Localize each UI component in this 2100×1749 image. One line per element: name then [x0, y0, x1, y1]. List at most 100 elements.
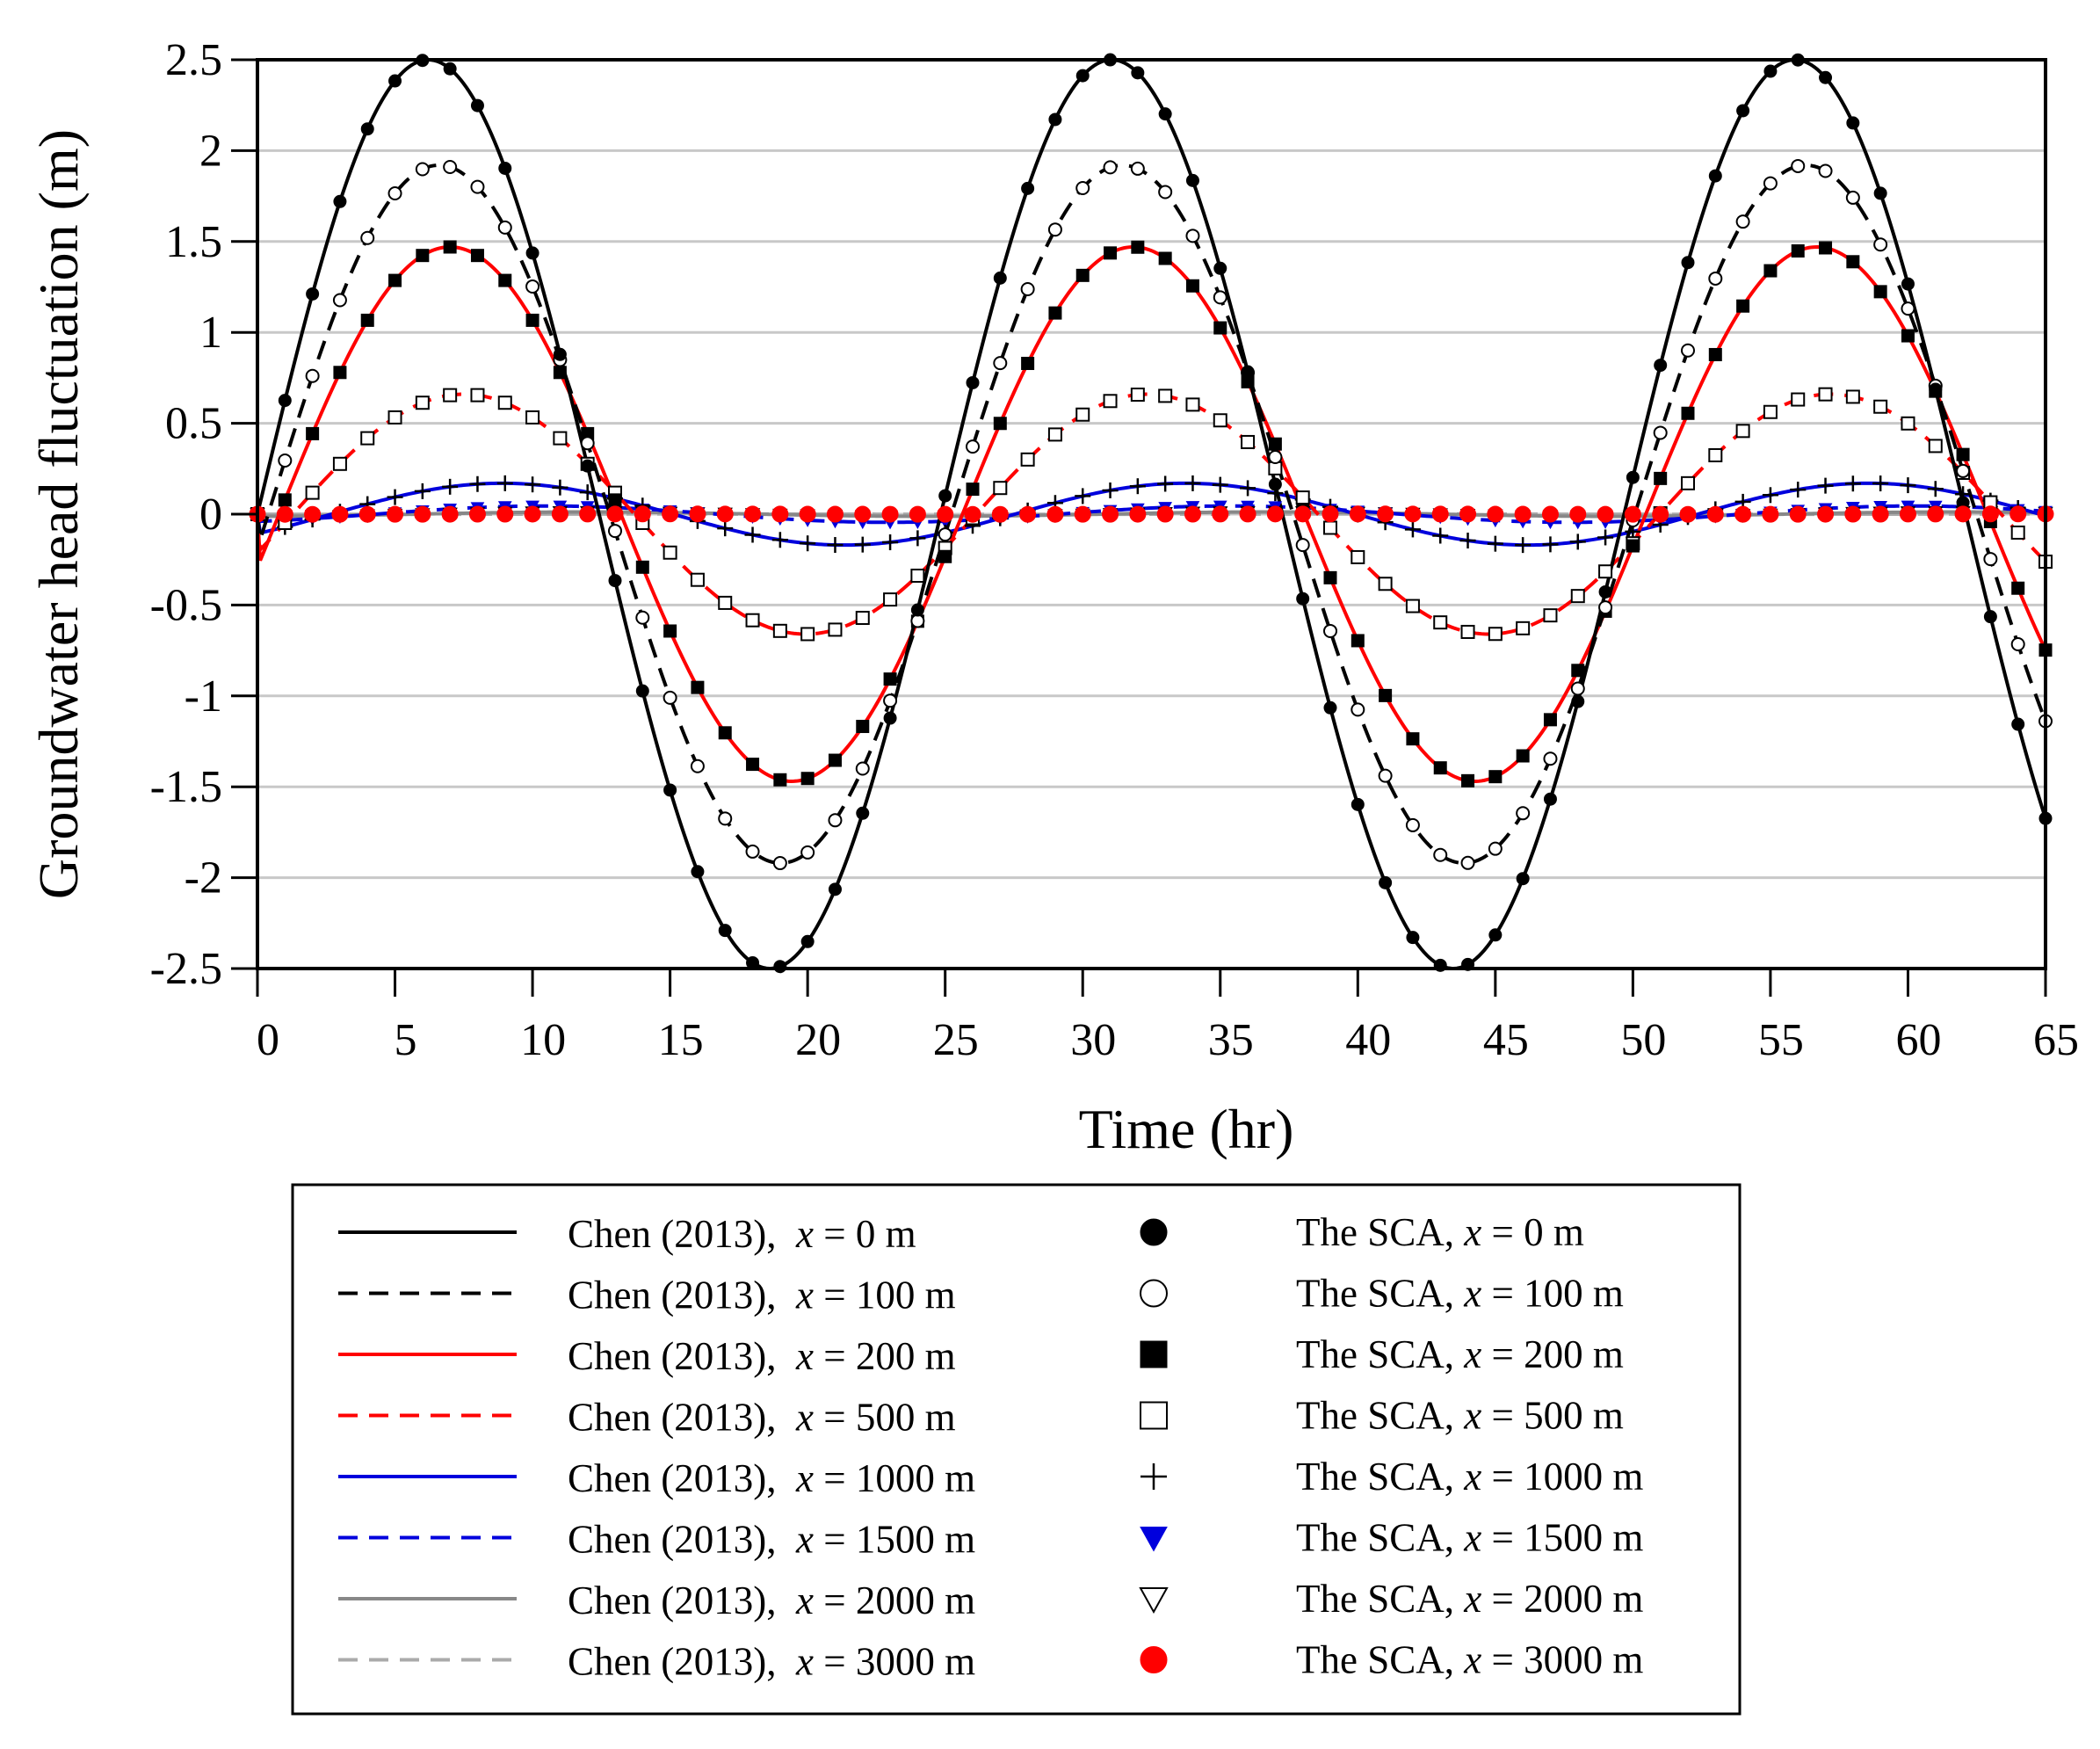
sca-marker-x500: [883, 592, 898, 607]
sca-marker-x0: [663, 783, 677, 797]
sca-marker-x0: [1268, 477, 1282, 491]
sca-marker-x3000: [854, 505, 872, 523]
sca-marker-x0: [1983, 610, 1997, 624]
y-tick-label: 0: [199, 490, 222, 540]
sca-marker-x500: [415, 396, 430, 410]
sca-marker-x0: [910, 603, 924, 617]
sca-marker-x200: [608, 493, 622, 507]
sca-marker-x0: [388, 74, 402, 88]
sca-marker-x0: [1929, 382, 1943, 396]
sca-marker-x3000: [1431, 505, 1449, 523]
sca-marker-x500: [910, 569, 925, 584]
sca-marker-x200: [1131, 240, 1145, 254]
x-tick-label: 30: [1070, 1015, 1116, 1065]
sca-marker-x0: [360, 122, 374, 136]
sca-marker-x100: [1763, 176, 1778, 191]
sca-marker-x200: [1516, 749, 1530, 763]
sca-marker-x500: [1433, 615, 1448, 630]
sca-marker-x1000: [1927, 481, 1944, 497]
sca-marker-x500: [663, 545, 677, 560]
sca-marker-x100: [1185, 229, 1200, 243]
sca-marker-x1000: [1817, 477, 1834, 494]
sca-marker-x100: [1351, 702, 1365, 717]
sca-marker-x3000: [358, 505, 376, 523]
x-tick-label: 35: [1208, 1015, 1254, 1065]
sca-marker-x500: [525, 410, 540, 425]
sca-marker-x1000: [1487, 535, 1503, 552]
sca-marker-x100: [1213, 290, 1227, 305]
sca-marker-x3000: [1762, 505, 1779, 523]
sca-marker-x1000: [414, 483, 431, 499]
sca-marker-x200: [856, 720, 870, 734]
sca-marker-x200: [1104, 246, 1118, 260]
sca-marker-x100: [635, 610, 650, 625]
legend-marker-sample: [1140, 1401, 1168, 1430]
sca-marker-x100: [1956, 463, 1971, 478]
sca-marker-x0: [470, 98, 484, 112]
sca-marker-x100: [1378, 768, 1393, 783]
sca-marker-x200: [1268, 437, 1282, 451]
sca-marker-x0: [1379, 875, 1393, 889]
sca-marker-x100: [1516, 806, 1531, 821]
x-tick-label: 25: [933, 1015, 979, 1065]
legend-marker-sample: [1140, 1340, 1168, 1368]
sca-marker-x3000: [689, 505, 706, 523]
sca-marker-x500: [443, 388, 458, 403]
sca-marker-x1000: [1597, 529, 1614, 546]
sca-marker-x1000: [469, 475, 486, 492]
sca-marker-x100: [1845, 190, 1860, 205]
sca-marker-x100: [608, 524, 622, 539]
sca-marker-x500: [497, 396, 512, 410]
sca-marker-x3000: [1184, 505, 1201, 523]
sca-marker-x200: [443, 240, 457, 254]
sca-marker-x200: [1708, 347, 1722, 361]
y-tick-label: 2.5: [165, 35, 222, 85]
sca-marker-x0: [635, 684, 649, 698]
legend-label-sca: The SCA, x = 200 m: [1296, 1332, 1624, 1376]
sca-marker-x0: [1571, 694, 1585, 708]
sca-marker-x100: [1460, 855, 1475, 870]
sca-marker-x200: [1736, 299, 1750, 313]
sca-marker-x500: [360, 431, 375, 446]
sca-marker-x100: [855, 761, 870, 776]
sca-marker-x3000: [387, 505, 404, 523]
sca-marker-x3000: [634, 505, 651, 523]
sca-marker-x3000: [881, 505, 899, 523]
sca-marker-x3000: [1597, 505, 1614, 523]
sca-marker-x0: [608, 574, 622, 588]
x-tick-label: 40: [1345, 1015, 1391, 1065]
sca-marker-x1000: [1844, 475, 1861, 492]
sca-marker-x500: [332, 456, 347, 471]
sca-marker-x100: [1020, 282, 1035, 297]
sca-marker-x1000: [1569, 533, 1586, 550]
legend-marker-sample: [1141, 1463, 1167, 1490]
sca-marker-x0: [278, 394, 292, 408]
sca-marker-x500: [800, 627, 815, 642]
sca-marker-x500: [470, 388, 485, 403]
sca-marker-x200: [1213, 321, 1227, 335]
sca-marker-x200: [278, 493, 292, 507]
sca-marker-x0: [1681, 256, 1695, 270]
sca-marker-x200: [1048, 306, 1062, 320]
sca-marker-x3000: [496, 505, 514, 523]
sca-marker-x0: [1819, 70, 1833, 84]
sca-marker-x200: [553, 366, 567, 380]
sca-marker-x0: [2011, 717, 2025, 731]
sca-marker-x100: [360, 230, 375, 245]
sca-marker-x100: [1130, 161, 1145, 176]
legend-label-sca: The SCA, x = 1500 m: [1296, 1516, 1643, 1560]
sca-marker-x1000: [1102, 482, 1119, 498]
sca-marker-x1000: [1542, 536, 1559, 553]
sca-marker-x0: [1296, 591, 1310, 606]
y-tick-label: -2: [185, 853, 222, 904]
sca-marker-x1000: [800, 535, 816, 552]
sca-marker-x500: [387, 410, 402, 425]
sca-marker-x200: [333, 366, 347, 380]
sca-marker-x500: [772, 623, 787, 638]
x-tick-label: 50: [1620, 1015, 1666, 1065]
sca-marker-x1000: [387, 489, 403, 505]
sca-marker-x3000: [1624, 505, 1641, 523]
y-tick-label: 1.5: [165, 217, 222, 267]
y-axis-title: Groundwater head fluctuation (m): [27, 129, 90, 899]
sca-marker-x1000: [442, 478, 459, 495]
